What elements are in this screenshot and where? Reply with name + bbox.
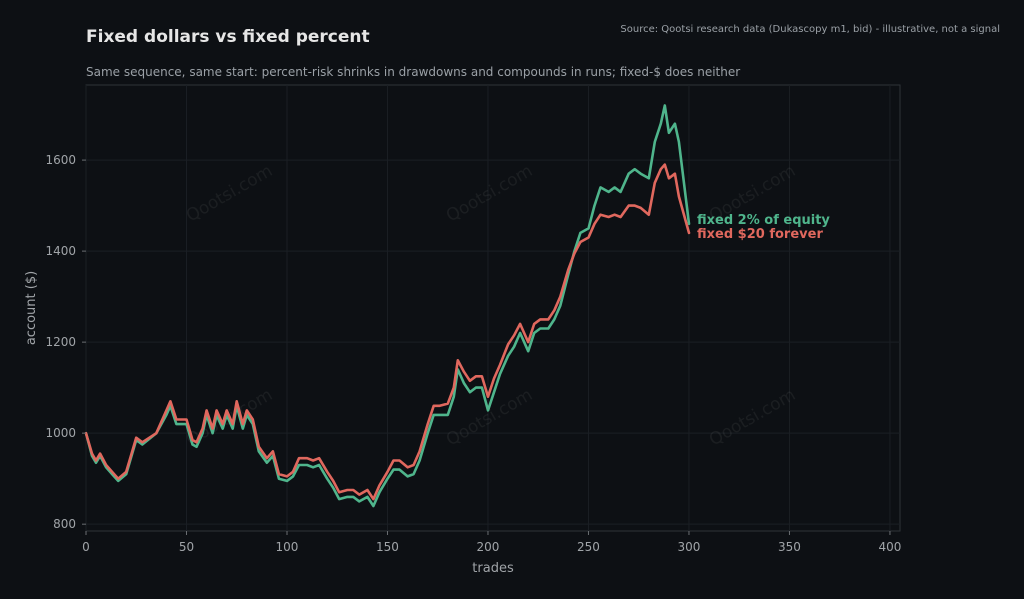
grid-lines	[85, 85, 900, 531]
x-tick-label: 150	[376, 540, 399, 554]
y-tick-label: 1200	[45, 335, 76, 349]
x-tick-label: 250	[577, 540, 600, 554]
x-tick-label: 400	[878, 540, 901, 554]
x-tick-label: 300	[678, 540, 701, 554]
y-tick-label: 800	[53, 517, 76, 531]
y-tick-label: 1000	[45, 426, 76, 440]
x-axis-ticks: 0 50 100 150 200 250 300 350 400	[82, 531, 901, 554]
series-label: fixed 2% of equity	[697, 213, 830, 228]
x-tick-label: 100	[276, 540, 299, 554]
x-tick-label: 0	[82, 540, 90, 554]
x-tick-label: 50	[179, 540, 194, 554]
chart-source: Source: Qootsi research data (Dukascopy …	[620, 24, 1000, 35]
series-group	[84, 104, 691, 508]
x-tick-label: 200	[477, 540, 500, 554]
chart-subtitle: Same sequence, same start: percent-risk …	[86, 65, 741, 79]
series-line	[84, 104, 691, 508]
y-axis-label: account ($)	[24, 271, 39, 345]
y-tick-label: 1600	[45, 153, 76, 167]
series-label: fixed $20 forever	[697, 227, 823, 242]
series-line	[84, 163, 691, 501]
y-axis-ticks: 800 1000 1200 1400 1600	[45, 153, 86, 531]
plot-area	[85, 84, 901, 532]
chart-title: Fixed dollars vs fixed percent	[86, 27, 370, 47]
y-tick-label: 1400	[45, 244, 76, 258]
x-axis-label: trades	[472, 561, 514, 576]
x-tick-label: 350	[778, 540, 801, 554]
